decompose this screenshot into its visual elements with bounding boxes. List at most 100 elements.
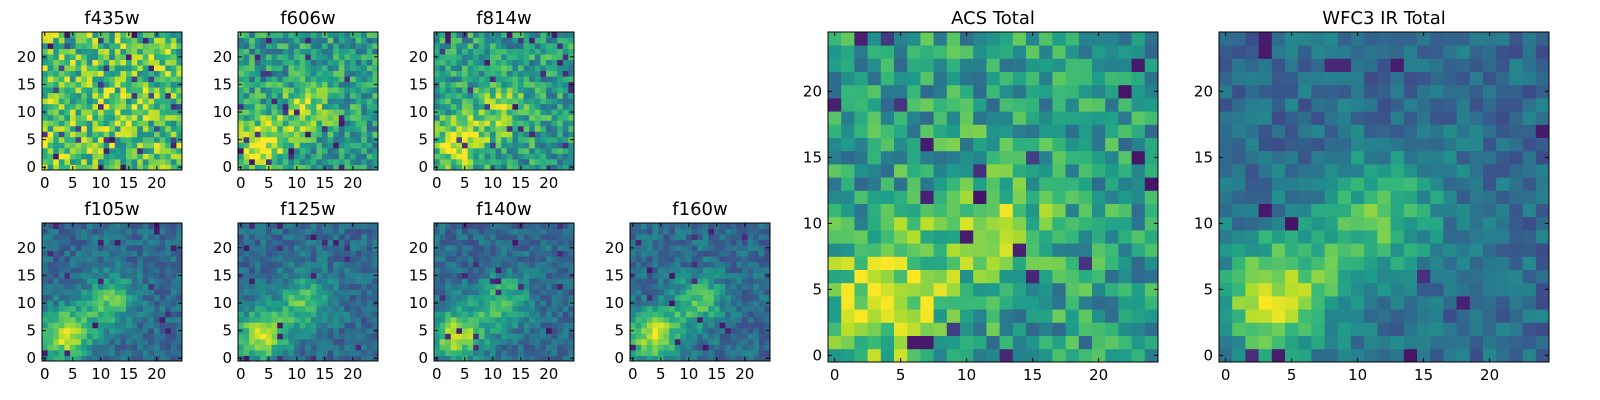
heatmap-cell (473, 261, 480, 268)
heatmap-cell (753, 239, 760, 246)
heatmap-cell (490, 300, 496, 307)
heatmap-cell (165, 43, 172, 49)
heatmap-cell (490, 81, 496, 88)
heatmap-cell (366, 142, 373, 149)
heatmap-cell (305, 228, 312, 235)
heatmap-cell (674, 245, 681, 251)
heatmap-cell (450, 278, 457, 285)
heatmap-cell (725, 344, 732, 351)
heatmap-cell (86, 305, 93, 312)
heatmap-cell (170, 92, 177, 99)
heatmap-cell (137, 272, 144, 279)
heatmap-cell (238, 349, 244, 356)
heatmap-cell (338, 234, 345, 240)
heatmap-cell (512, 158, 519, 165)
heatmap-cell (708, 322, 715, 329)
heatmap-cell (867, 243, 882, 257)
heatmap-cell (854, 243, 868, 257)
heatmap-cell (568, 76, 575, 83)
heatmap-cell (305, 59, 312, 66)
heatmap-cell (658, 245, 664, 251)
heatmap-cell (271, 289, 278, 296)
heatmap-cell (366, 228, 373, 235)
heatmap-cell (551, 114, 558, 121)
heatmap-cell (986, 322, 1000, 336)
heatmap-cell (742, 311, 748, 318)
heatmap-cell (137, 37, 144, 44)
heatmap-cell (714, 267, 720, 274)
heatmap-cell (439, 103, 446, 110)
heatmap-cell (126, 322, 132, 329)
heatmap-cell (58, 311, 65, 318)
heatmap-cell (439, 131, 446, 138)
heatmap-cell (1118, 269, 1132, 284)
heatmap-cell (473, 164, 480, 171)
heatmap-cell (243, 114, 250, 121)
heatmap-cell (1131, 177, 1146, 191)
heatmap-cell (557, 355, 564, 362)
heatmap-cell (495, 344, 502, 351)
heatmap-cell (288, 256, 295, 263)
heatmap-cell (322, 239, 328, 246)
heatmap-cell (148, 234, 155, 240)
heatmap-cell (282, 234, 289, 240)
heatmap-cell (165, 92, 172, 99)
heatmap-cell (534, 43, 541, 49)
heatmap-cell (154, 311, 160, 318)
heatmap-cell (456, 256, 463, 263)
heatmap-cell (920, 322, 934, 336)
x-tick-label: 5 (68, 174, 78, 192)
heatmap-cell (333, 147, 340, 154)
heatmap-cell (946, 177, 961, 191)
heatmap-cell (546, 70, 552, 77)
heatmap-cell (490, 349, 496, 356)
y-tick-label: 0 (26, 158, 36, 176)
heatmap-cell (86, 333, 93, 340)
heatmap-cell (686, 267, 692, 274)
heatmap-cell (98, 125, 104, 132)
heatmap-cell (70, 81, 76, 88)
heatmap-cell (266, 109, 272, 116)
heatmap-cell (512, 43, 519, 49)
heatmap-cell (81, 333, 88, 340)
heatmap-cell (64, 333, 71, 340)
heatmap-cell (540, 158, 547, 165)
heatmap-cell (75, 322, 82, 329)
x-tick-label: 20 (147, 365, 166, 383)
heatmap-cell (165, 153, 172, 160)
heatmap-cell (529, 256, 536, 263)
heatmap-cell (338, 278, 345, 285)
heatmap-cell (86, 131, 93, 138)
heatmap-cell (159, 147, 166, 154)
heatmap-cell (691, 300, 698, 307)
heatmap-cell (299, 349, 306, 356)
heatmap-cell (490, 234, 496, 240)
heatmap-cell (562, 153, 569, 160)
heatmap-cell (372, 267, 379, 274)
heatmap-cell (372, 147, 379, 154)
heatmap-cell (1092, 216, 1106, 231)
heatmap-cell (266, 131, 272, 138)
heatmap-cell (557, 316, 564, 323)
heatmap-cell (344, 267, 351, 274)
heatmap-cell (254, 54, 261, 60)
heatmap-cell (495, 272, 502, 279)
heatmap-cell (81, 142, 88, 149)
heatmap-cell (86, 37, 93, 44)
heatmap-cell (137, 76, 144, 83)
heatmap-cell (148, 37, 155, 44)
heatmap-cell (53, 98, 60, 105)
heatmap-cell (725, 250, 732, 257)
heatmap-cell (344, 48, 351, 55)
heatmap-cell (344, 98, 351, 105)
heatmap-cell (98, 250, 104, 257)
heatmap-cell (333, 245, 340, 251)
heatmap-cell (568, 153, 575, 160)
heatmap-cell (445, 81, 452, 88)
heatmap-cell (299, 32, 306, 38)
heatmap-cell (490, 327, 496, 334)
heatmap-cell (680, 223, 687, 229)
heatmap-cell (327, 120, 334, 127)
heatmap-cell (310, 283, 317, 290)
heatmap-cell (137, 327, 144, 334)
